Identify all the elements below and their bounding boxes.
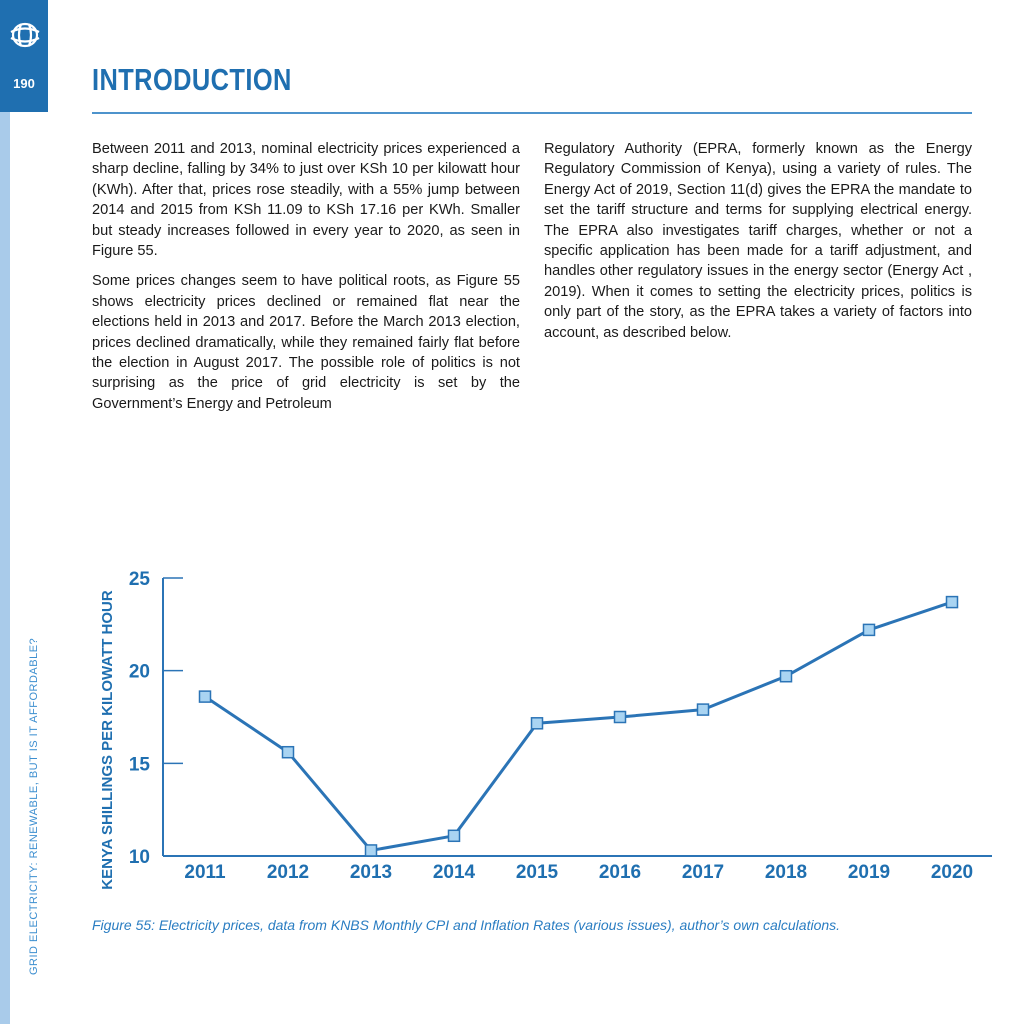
paragraph: Regulatory Authority (EPRA, formerly kno… xyxy=(544,141,972,341)
data-point-2020 xyxy=(945,595,959,609)
x-tick-label: 2011 xyxy=(184,862,226,883)
data-point-2019 xyxy=(862,623,876,637)
data-point-2014 xyxy=(447,829,461,843)
x-tick-label: 2014 xyxy=(433,862,476,883)
y-tick-label: 20 xyxy=(129,662,150,683)
page-title: INTRODUCTION xyxy=(92,62,292,97)
page-number: 190 xyxy=(13,76,35,91)
body-column-left: Between 2011 and 2013, nominal electrici… xyxy=(92,139,520,424)
data-point-2013 xyxy=(364,844,378,857)
data-point-2015 xyxy=(530,717,544,730)
x-tick-label: 2019 xyxy=(848,862,890,883)
body-column-right: Regulatory Authority (EPRA, formerly kno… xyxy=(544,139,972,353)
data-point-2018 xyxy=(779,669,793,683)
y-tick-label: 15 xyxy=(129,754,151,775)
series-line xyxy=(204,600,953,852)
sidebar-strip xyxy=(0,112,10,1024)
paragraph: Some prices changes seem to have politic… xyxy=(92,273,520,412)
globe-icon xyxy=(10,22,40,48)
x-tick-label: 2020 xyxy=(931,862,973,883)
paragraph: Between 2011 and 2013, nominal electrici… xyxy=(92,141,520,260)
x-tick-label: 2017 xyxy=(682,862,724,883)
x-tick-label: 2018 xyxy=(765,862,807,883)
x-tick-label: 2016 xyxy=(599,862,641,883)
data-point-2012 xyxy=(281,745,295,759)
figure-caption: Figure 55: Electricity prices, data from… xyxy=(92,917,841,933)
y-tick-label: 10 xyxy=(129,847,150,868)
sidebar-header xyxy=(0,0,48,112)
x-tick-label: 2015 xyxy=(516,862,559,883)
y-axis-label: KENYA SHILLINGS PER KILOWATT HOUR xyxy=(99,590,116,890)
y-tick-label: 25 xyxy=(129,569,151,590)
x-tick-label: 2012 xyxy=(267,862,309,883)
electricity-price-chart: KENYA SHILLINGS PER KILOWATT HOUR 10 15 20… xyxy=(99,569,992,890)
data-point-2017 xyxy=(696,703,710,716)
title-divider xyxy=(92,112,972,114)
data-point-2016 xyxy=(613,710,627,724)
x-tick-label: 2013 xyxy=(350,862,392,883)
data-point-2011 xyxy=(198,690,212,703)
